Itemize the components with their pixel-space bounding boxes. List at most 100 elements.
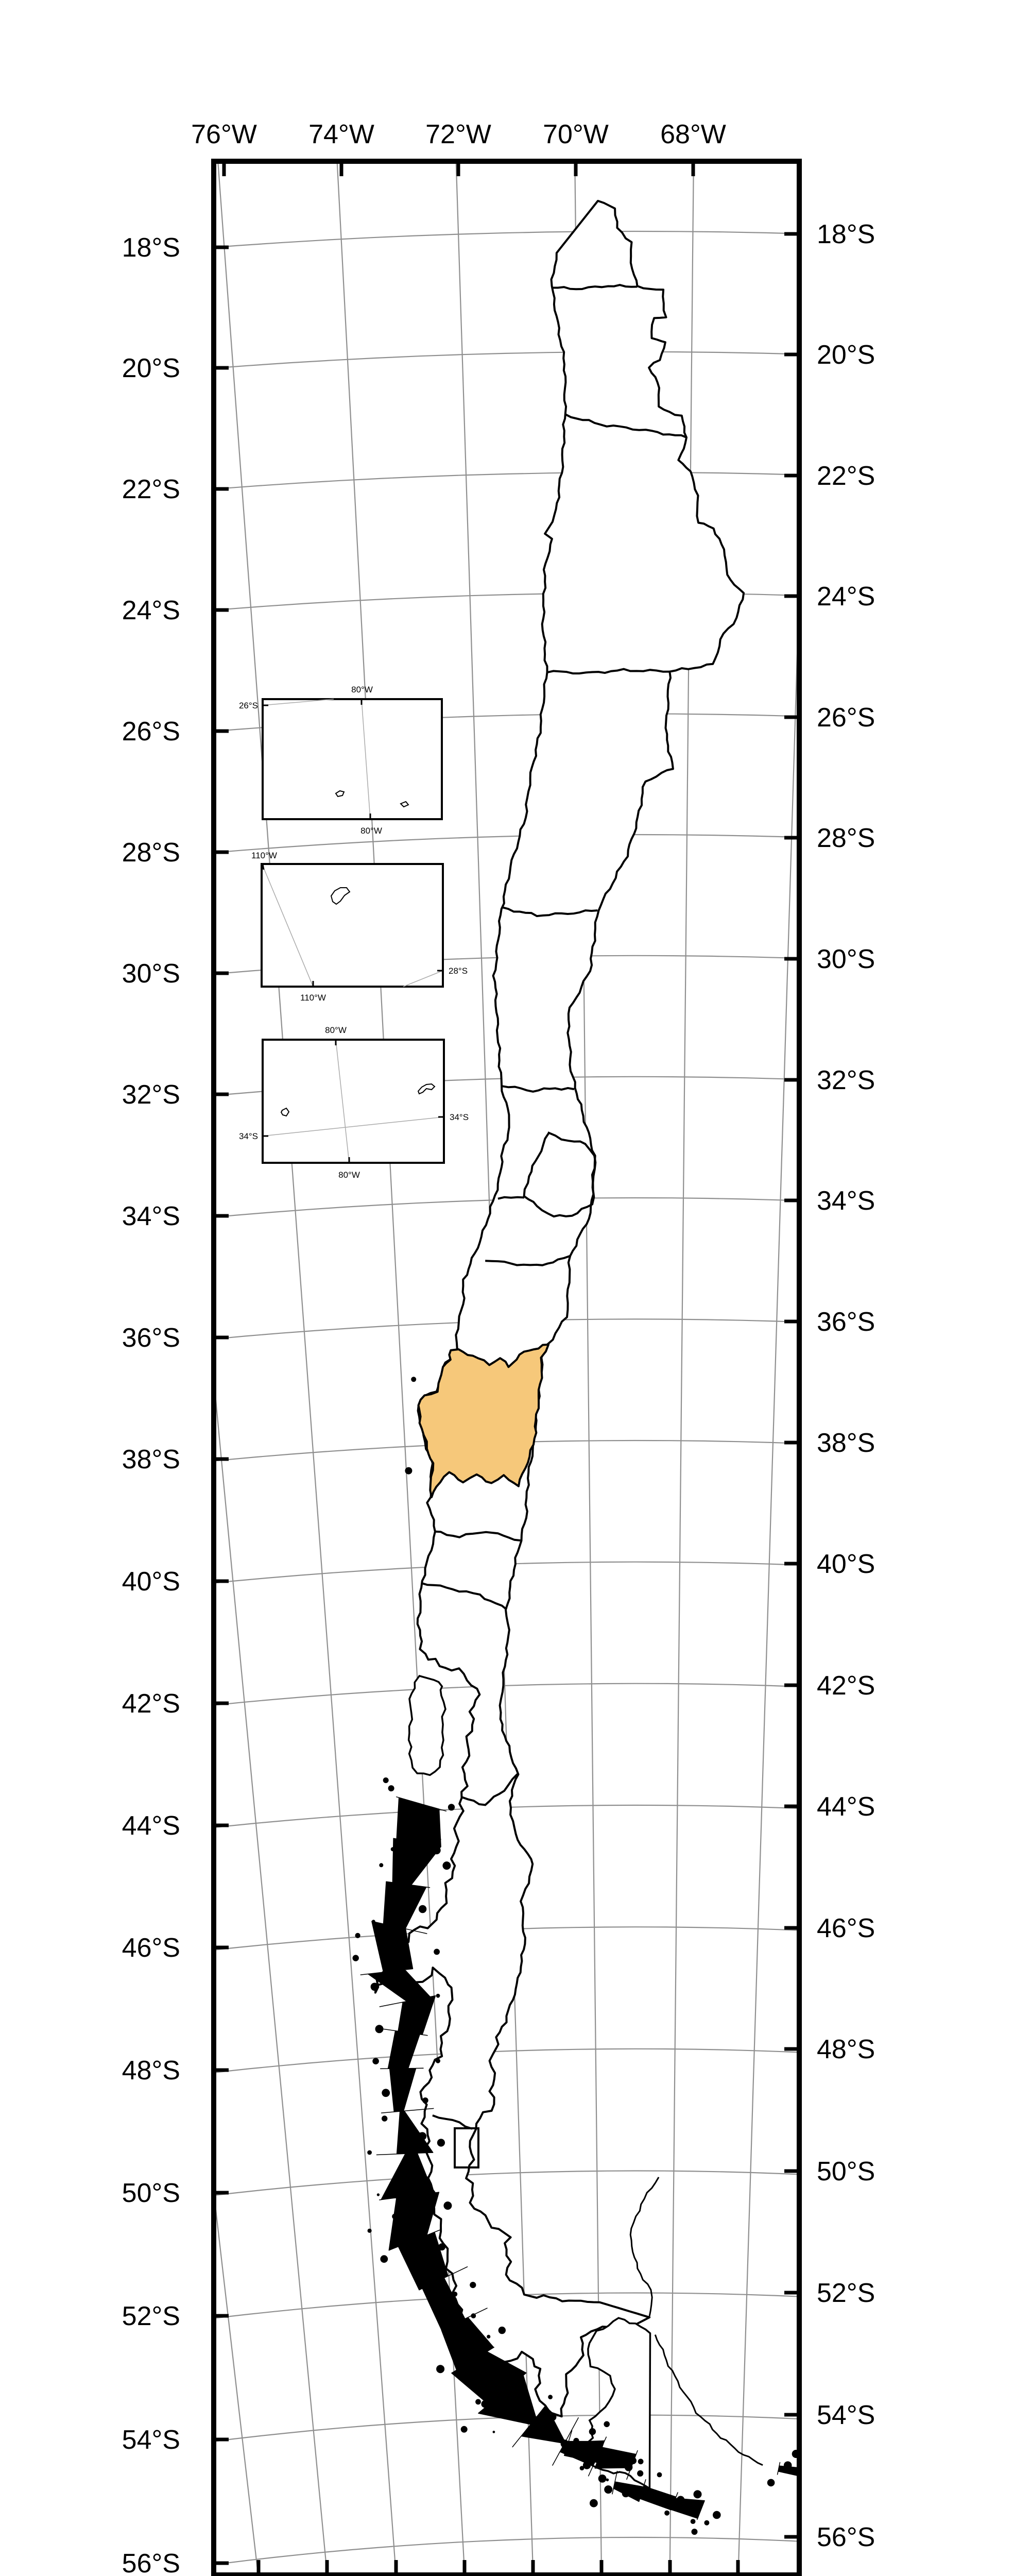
right-axis-label-17: 52°S: [817, 2278, 875, 2308]
region-boundary: [564, 413, 688, 439]
left-axis-label-17: 52°S: [122, 2301, 180, 2331]
right-axis-label-12: 42°S: [817, 1671, 875, 1701]
alejandro-selkirk-island: [280, 1107, 290, 1117]
left-axis-label-13: 44°S: [122, 1811, 180, 1841]
left-axis-label-10: 38°S: [122, 1445, 180, 1475]
area-marker-rectangle: [454, 2127, 479, 2168]
region-boundary: [502, 906, 598, 918]
left-axis-label-14: 46°S: [122, 1933, 180, 1963]
chile-mainland-outline: [374, 199, 745, 2418]
san-ambrosio-island: [400, 801, 409, 808]
small-island: [388, 1785, 394, 1792]
right-axis-label-16: 50°S: [817, 2157, 875, 2187]
left-axis-label-11: 40°S: [122, 1567, 180, 1597]
right-axis-label-7: 32°S: [817, 1065, 875, 1095]
left-axis-label-3: 24°S: [122, 596, 180, 625]
small-island: [704, 2520, 710, 2526]
inset-box: [261, 863, 444, 988]
right-axis-label-15: 48°S: [817, 2035, 875, 2064]
region-boundary: [485, 1255, 571, 1266]
inset-parallel-line: [262, 1116, 444, 1137]
right-axis-label-9: 36°S: [817, 1307, 875, 1337]
right-axis-label-2: 22°S: [817, 461, 875, 491]
right-axis-label-4: 26°S: [817, 703, 875, 733]
left-axis-label-9: 36°S: [122, 1323, 180, 1353]
inset3-bottom-label: 80°W: [338, 1170, 360, 1180]
region-boundary: [434, 1530, 521, 1541]
inset-parallel-line: [262, 699, 334, 706]
right-axis-label-1: 20°S: [817, 340, 875, 370]
inset-box: [262, 698, 443, 820]
inset1-top-label: 80°W: [351, 685, 373, 694]
left-axis-label-6: 30°S: [122, 959, 180, 989]
region-boundary-metropolitana: [523, 1131, 597, 1218]
left-axis-label-19: 56°S: [122, 2549, 180, 2576]
right-axis-label-8: 34°S: [817, 1186, 875, 1216]
inset-juan-fernandez: 80°W 80°W 34°S 34°S: [239, 1025, 469, 1180]
right-axis-label-18: 54°S: [817, 2400, 875, 2430]
region-boundary: [421, 1582, 508, 1611]
region-boundary: [552, 284, 638, 291]
inset1-bottom-label: 80°W: [360, 826, 382, 836]
inset-meridian-line: [335, 1039, 350, 1163]
small-island: [390, 1847, 395, 1852]
easter-island: [330, 887, 351, 905]
inset2-right-label: 28°S: [449, 966, 468, 976]
right-axis-label-6: 30°S: [817, 944, 875, 974]
region-boundary: [461, 1773, 519, 1806]
left-axis-label-18: 54°S: [122, 2425, 180, 2455]
left-axis-label-0: 18°S: [122, 233, 180, 263]
top-axis-label-1: 74°W: [308, 120, 374, 149]
right-axis-label-13: 44°S: [817, 1792, 875, 1822]
inset-box: [262, 1039, 445, 1164]
inset2-top-label: 110°W: [251, 851, 277, 860]
chile-landmass: [352, 199, 797, 2535]
top-axis-labels: 76°W 74°W 72°W 70°W 68°W: [191, 120, 726, 149]
top-axis-label-0: 76°W: [191, 120, 257, 149]
atlantic-coastline: [629, 2177, 660, 2316]
chiloe-island: [407, 1674, 446, 1776]
left-axis-label-4: 26°S: [122, 717, 180, 747]
left-axis-label-5: 28°S: [122, 838, 180, 868]
small-island: [405, 1467, 413, 1475]
right-axis-label-10: 38°S: [817, 1428, 875, 1458]
tick: [262, 863, 265, 870]
inset-desventuradas: 80°W 80°W 26°S: [239, 685, 443, 836]
left-axis-label-7: 32°S: [122, 1080, 180, 1110]
small-island: [379, 1863, 384, 1868]
top-axis-label-3: 70°W: [543, 120, 609, 149]
inset1-left-label: 26°S: [239, 701, 258, 710]
region-boundary: [502, 1085, 575, 1093]
inset-meridian-line: [361, 699, 371, 820]
tdf-atlantic-coastline: [654, 2334, 763, 2466]
right-axis-labels: 18°S 20°S 22°S 24°S 26°S 28°S 30°S 32°S 34°S 36°S…: [817, 219, 875, 2552]
small-island: [411, 1377, 417, 1382]
robinson-crusoe-island: [417, 1083, 436, 1095]
small-island: [691, 2529, 698, 2535]
inset-meridian-line: [262, 865, 314, 987]
right-axis-label-14: 46°S: [817, 1913, 875, 1943]
highlighted-region-biobio: [417, 1343, 550, 1498]
right-axis-label-11: 40°S: [817, 1549, 875, 1579]
left-axis-label-12: 42°S: [122, 1689, 180, 1719]
region-boundary: [546, 668, 670, 675]
small-island: [664, 2510, 670, 2516]
inset-parallel-line: [403, 970, 443, 987]
top-axis-label-2: 72°W: [425, 120, 491, 149]
inset-easter-island: 110°W 110°W 28°S: [251, 851, 468, 1003]
inset3-right-label: 34°S: [450, 1112, 469, 1122]
map-frame: [211, 159, 802, 2576]
left-axis-label-16: 50°S: [122, 2178, 180, 2208]
inset3-left-label: 34°S: [239, 1131, 258, 1141]
top-axis-label-4: 68°W: [660, 120, 726, 149]
san-felix-island: [335, 790, 345, 798]
right-axis-label-19: 56°S: [817, 2522, 875, 2552]
right-axis-label-0: 18°S: [817, 219, 875, 249]
axis-ticks: [214, 162, 799, 2574]
inset3-top-label: 80°W: [325, 1025, 347, 1035]
right-axis-label-5: 28°S: [817, 823, 875, 853]
left-axis-label-2: 22°S: [122, 474, 180, 504]
region-boundary: [497, 1196, 525, 1200]
